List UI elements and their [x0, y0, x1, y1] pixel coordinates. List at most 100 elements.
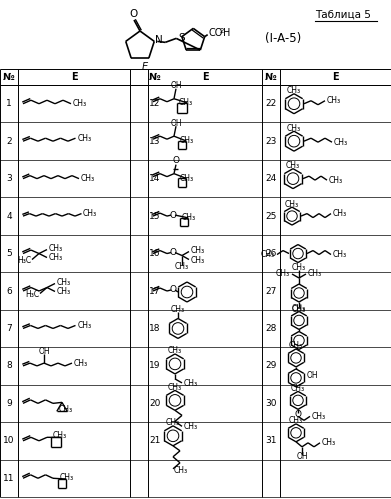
- Text: CH₃: CH₃: [289, 341, 303, 350]
- Text: H: H: [223, 27, 230, 37]
- Text: (I-A-5): (I-A-5): [265, 32, 301, 45]
- Text: 28: 28: [265, 324, 277, 333]
- Text: O: O: [170, 285, 176, 294]
- Text: CH₃: CH₃: [287, 86, 301, 95]
- Text: H₃C: H₃C: [17, 256, 31, 265]
- Text: S: S: [179, 32, 185, 42]
- Text: OH: OH: [170, 81, 182, 90]
- Text: 22: 22: [265, 99, 276, 108]
- Text: CH₃: CH₃: [60, 473, 74, 482]
- Text: 6: 6: [6, 286, 12, 295]
- Text: CH₃: CH₃: [333, 209, 347, 218]
- Text: O: O: [129, 9, 137, 19]
- Text: E: E: [142, 62, 148, 72]
- Text: 12: 12: [149, 99, 161, 108]
- Text: CH₃: CH₃: [168, 346, 182, 355]
- Text: 19: 19: [149, 361, 161, 370]
- Text: CH₃: CH₃: [166, 418, 180, 427]
- Text: CH₃: CH₃: [327, 96, 341, 105]
- Text: 17: 17: [149, 286, 161, 295]
- Text: CH₃: CH₃: [292, 304, 306, 313]
- Text: 1: 1: [6, 99, 12, 108]
- Text: O: O: [172, 156, 179, 165]
- Text: CH₃: CH₃: [175, 262, 189, 271]
- Text: CH₃: CH₃: [286, 161, 300, 170]
- Text: CH₃: CH₃: [312, 412, 326, 421]
- Text: E: E: [71, 72, 77, 82]
- Text: CH₃: CH₃: [184, 379, 198, 388]
- Text: CH₃: CH₃: [287, 124, 301, 133]
- Text: CH₃: CH₃: [57, 278, 71, 287]
- Text: O: O: [294, 410, 301, 419]
- Text: CH₃: CH₃: [77, 321, 91, 330]
- Text: 2: 2: [6, 137, 12, 146]
- Text: 21: 21: [149, 436, 161, 445]
- Text: CH₃: CH₃: [261, 250, 275, 259]
- Text: CH₃: CH₃: [174, 467, 188, 476]
- Text: O: O: [170, 211, 176, 220]
- Text: CH₃: CH₃: [285, 200, 299, 209]
- Text: CH₃: CH₃: [81, 174, 95, 183]
- Text: O: O: [170, 248, 176, 257]
- Text: CH₃: CH₃: [171, 305, 185, 314]
- Text: 7: 7: [6, 324, 12, 333]
- Text: 24: 24: [265, 174, 276, 183]
- Text: 11: 11: [3, 474, 15, 483]
- Text: Таблица 5: Таблица 5: [315, 10, 371, 20]
- Text: CH₃: CH₃: [322, 438, 336, 447]
- Text: 29: 29: [265, 361, 277, 370]
- Text: 27: 27: [265, 286, 277, 295]
- Text: E: E: [332, 72, 338, 82]
- Text: CH₃: CH₃: [180, 174, 194, 183]
- Text: CH₃: CH₃: [292, 263, 306, 272]
- Text: H₃C: H₃C: [25, 290, 39, 299]
- Text: №: №: [149, 72, 161, 82]
- Text: 16: 16: [149, 249, 161, 258]
- Text: CH₃: CH₃: [334, 138, 348, 147]
- Text: 3: 3: [6, 174, 12, 183]
- Text: 18: 18: [149, 324, 161, 333]
- Text: 31: 31: [265, 436, 277, 445]
- Text: CH₃: CH₃: [329, 176, 343, 185]
- Text: 10: 10: [3, 436, 15, 445]
- Text: 25: 25: [265, 212, 277, 221]
- Text: CH₃: CH₃: [292, 304, 306, 313]
- Text: CH₃: CH₃: [182, 214, 196, 223]
- Text: 8: 8: [6, 361, 12, 370]
- Text: E: E: [202, 72, 208, 82]
- Text: CH₃: CH₃: [289, 416, 303, 425]
- Text: 5: 5: [6, 249, 12, 258]
- Text: CH₃: CH₃: [49, 244, 63, 253]
- Text: CH₃: CH₃: [333, 250, 347, 259]
- Text: 2: 2: [220, 27, 224, 33]
- Text: 9: 9: [6, 399, 12, 408]
- Text: 23: 23: [265, 137, 277, 146]
- Text: CO: CO: [209, 27, 223, 37]
- Text: N: N: [155, 35, 163, 45]
- Text: OH: OH: [296, 452, 308, 461]
- Text: CH₃: CH₃: [168, 383, 182, 392]
- Text: CH₃: CH₃: [73, 99, 87, 108]
- Text: CH₃: CH₃: [276, 268, 290, 277]
- Text: CH₃: CH₃: [77, 134, 91, 143]
- Text: №: №: [3, 72, 15, 82]
- Text: OH: OH: [307, 371, 319, 380]
- Text: 4: 4: [6, 212, 12, 221]
- Text: CH₃: CH₃: [180, 136, 194, 145]
- Text: CH₃: CH₃: [53, 431, 67, 440]
- Text: 30: 30: [265, 399, 277, 408]
- Text: CH₃: CH₃: [179, 98, 193, 107]
- Text: 14: 14: [149, 174, 161, 183]
- Text: OH: OH: [38, 347, 50, 356]
- Text: CH₃: CH₃: [191, 246, 205, 255]
- Text: CH₃: CH₃: [184, 422, 198, 431]
- Text: 20: 20: [149, 399, 161, 408]
- Text: CH₃: CH₃: [191, 256, 205, 265]
- Text: CH₃: CH₃: [57, 287, 71, 296]
- Text: 13: 13: [149, 137, 161, 146]
- Text: CH₃: CH₃: [308, 268, 322, 277]
- Text: №: №: [265, 72, 277, 82]
- Text: CH₃: CH₃: [74, 359, 88, 368]
- Text: CH₃: CH₃: [83, 209, 97, 218]
- Text: CH₃: CH₃: [49, 253, 63, 262]
